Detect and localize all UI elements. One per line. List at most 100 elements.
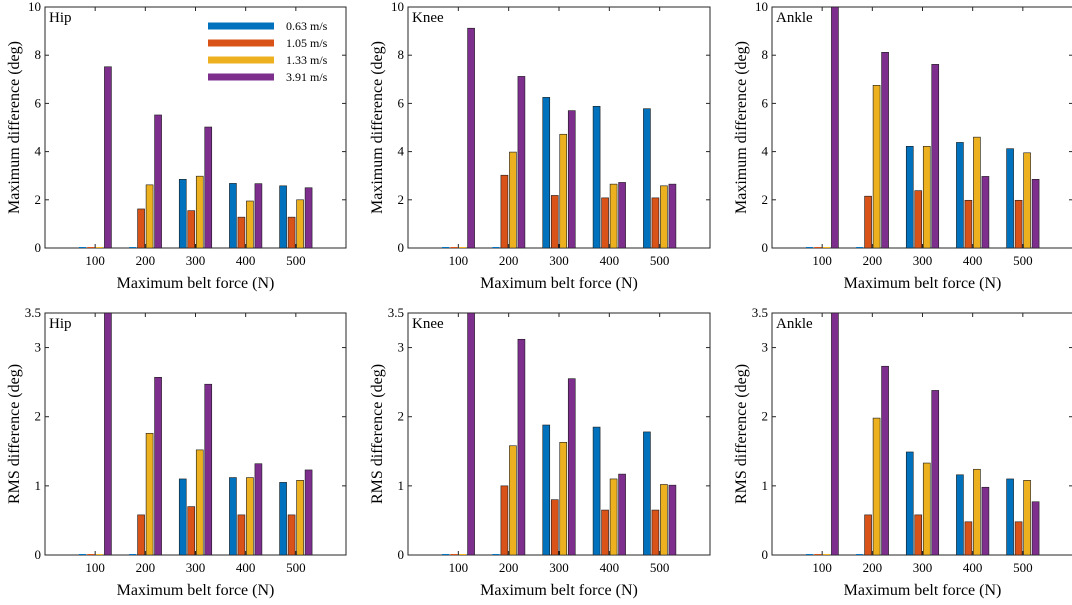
bar [668, 484, 677, 556]
bar [618, 182, 626, 249]
bar [831, 6, 839, 249]
y-tick-label: 6 [398, 95, 405, 110]
y-tick-label: 2 [35, 192, 42, 207]
bar [660, 484, 668, 556]
y-axis-label: RMS difference (deg) [6, 364, 23, 504]
x-tick-label: 400 [236, 253, 256, 268]
bar [831, 312, 839, 556]
legend-entry: 1.33 m/s [286, 53, 328, 67]
panel-3: 0 2 4 6 8 10 100 200 300 400 500 Ankle Maximum belt … [733, 0, 1072, 292]
y-axis-label: RMS difference (deg) [733, 364, 750, 504]
y-tick-label: 3.5 [388, 305, 404, 320]
y-tick-label: 4 [35, 144, 42, 159]
x-axis-label: Maximum belt force (N) [117, 275, 275, 292]
bar [145, 433, 154, 556]
x-tick-label: 200 [499, 560, 519, 575]
x-tick-label: 100 [812, 253, 832, 268]
bar [279, 482, 287, 556]
x-tick-label: 300 [186, 253, 206, 268]
y-tick-label: 2 [35, 409, 42, 424]
bar [104, 312, 112, 556]
y-tick-label: 0 [762, 547, 769, 562]
bar [187, 210, 196, 249]
x-tick-label: 300 [913, 253, 933, 268]
y-tick-label: 4 [762, 144, 769, 159]
x-tick-label: 200 [863, 560, 883, 575]
bar [145, 184, 154, 249]
bar [601, 197, 609, 249]
x-tick-label: 100 [85, 253, 105, 268]
y-tick-label: 1 [762, 478, 769, 493]
bar [550, 195, 559, 249]
bar [246, 477, 254, 556]
bar [964, 521, 973, 556]
x-tick-label: 500 [1013, 560, 1033, 575]
bar [956, 142, 964, 249]
bar [304, 469, 313, 556]
y-tick-label: 3.5 [752, 305, 768, 320]
legend-entry: 1.05 m/s [286, 36, 328, 50]
bar [931, 390, 940, 556]
bar [304, 187, 313, 249]
bar [517, 338, 526, 556]
bar [881, 365, 889, 556]
bar [187, 506, 196, 556]
bar [643, 108, 651, 249]
bar [237, 514, 246, 556]
bar [500, 174, 509, 249]
bar [254, 463, 263, 556]
bar [542, 424, 551, 556]
x-tick-label: 300 [913, 560, 933, 575]
y-axis-label: RMS difference (deg) [369, 364, 386, 504]
bar [651, 509, 660, 556]
bar [872, 417, 881, 556]
bar [195, 175, 204, 249]
panel-6: 0 1 2 3 3.5 100 200 300 400 500 Ankle Maximum belt … [733, 305, 1072, 599]
y-tick-label: 4 [398, 144, 405, 159]
bar [154, 377, 162, 556]
bar [922, 462, 931, 556]
bar [567, 110, 576, 249]
bar [864, 514, 872, 556]
bar [668, 183, 677, 249]
x-tick-label: 300 [549, 560, 569, 575]
bar [559, 133, 568, 249]
bar [592, 105, 601, 249]
x-tick-label: 200 [499, 253, 519, 268]
x-tick-label: 400 [600, 560, 620, 575]
x-tick-label: 100 [449, 560, 469, 575]
bar [550, 499, 559, 556]
bar [296, 199, 304, 249]
x-axis-label: Maximum belt force (N) [117, 582, 275, 599]
y-tick-label: 8 [35, 47, 42, 62]
bar [567, 378, 576, 556]
legend: 0.63 m/s 1.05 m/s 1.33 m/s 3.91 m/s [208, 19, 328, 84]
bar [279, 185, 287, 249]
x-tick-label: 100 [449, 253, 469, 268]
panel-title: Hip [49, 10, 72, 26]
panel-5: 0 1 2 3 3.5 100 200 300 400 500 Knee Maximum belt f… [369, 305, 711, 599]
bar [1023, 152, 1031, 249]
axes-box [407, 6, 711, 249]
bar [881, 52, 889, 249]
bar [931, 64, 940, 249]
y-tick-label: 3 [762, 340, 769, 355]
y-tick-label: 8 [398, 47, 405, 62]
x-axis-label: Maximum belt force (N) [480, 275, 638, 292]
bar [246, 200, 254, 249]
x-tick-label: 300 [186, 560, 206, 575]
y-tick-label: 10 [28, 0, 41, 14]
y-tick-label: 2 [762, 409, 769, 424]
bar [104, 66, 112, 249]
bar [905, 451, 914, 556]
x-tick-label: 400 [236, 560, 256, 575]
bar [296, 480, 304, 556]
bar [956, 474, 964, 556]
x-tick-label: 400 [963, 253, 983, 268]
bar [964, 199, 973, 249]
y-tick-label: 1 [398, 478, 405, 493]
panel-4: 0 1 2 3 3.5 100 200 300 400 500 Hip Maximum belt fo… [6, 305, 347, 599]
bar [509, 445, 517, 556]
y-tick-label: 3 [35, 340, 42, 355]
y-tick-label: 0 [35, 240, 42, 255]
